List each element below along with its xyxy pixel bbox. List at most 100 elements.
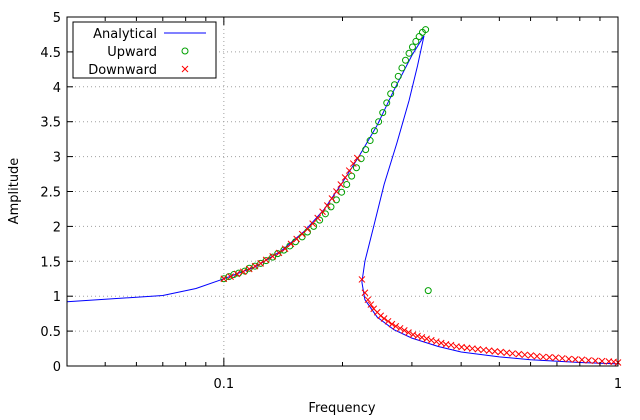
data-point (387, 90, 395, 98)
data-point (539, 353, 547, 361)
data-point (388, 320, 396, 328)
data-point (552, 354, 560, 361)
data-point (251, 262, 259, 270)
data-point (447, 341, 455, 349)
data-point (364, 296, 372, 304)
x-axis-label: Frequency (308, 401, 375, 416)
data-point (405, 329, 412, 336)
data-point (384, 317, 392, 325)
data-point (367, 301, 375, 308)
data-point (509, 350, 516, 357)
data-point (558, 354, 566, 362)
data-point (423, 335, 431, 343)
data-point (414, 332, 421, 340)
y-tick-label: 2.5 (40, 186, 61, 201)
data-point (527, 352, 535, 359)
x-axis: 0.1 1 (104, 17, 622, 392)
data-point (353, 154, 361, 162)
data-point (349, 160, 357, 167)
data-point (257, 260, 265, 267)
data-point (480, 346, 487, 354)
legend-label: Downward (88, 63, 157, 78)
data-point (304, 225, 311, 233)
data-point (408, 43, 416, 51)
data-point (333, 188, 340, 195)
data-point (474, 345, 482, 353)
data-point (585, 357, 592, 364)
data-point (345, 167, 353, 174)
legend: Analytical Upward Downward (72, 21, 217, 79)
data-point (409, 331, 417, 338)
data-point (274, 250, 282, 258)
legend-box (72, 21, 217, 79)
data-point (316, 216, 324, 224)
data-point (275, 249, 283, 257)
data-point (298, 230, 306, 238)
data-point (227, 273, 234, 281)
data-point (269, 253, 277, 260)
data-point (220, 275, 228, 283)
data-point (379, 109, 387, 117)
data-point (398, 64, 406, 72)
data-point (424, 287, 432, 295)
data-point (343, 181, 351, 189)
data-point (405, 49, 413, 57)
data-point (418, 334, 426, 341)
legend-label: Upward (107, 45, 157, 60)
y-tick-label: 3.5 (40, 116, 61, 131)
data-point (321, 210, 329, 218)
series-downward (220, 154, 622, 366)
data-point (521, 351, 529, 359)
x-tick-label: 1 (614, 377, 622, 392)
data-point (383, 99, 391, 107)
data-point (503, 349, 511, 357)
y-tick-label: 1.5 (40, 255, 61, 270)
data-point (497, 348, 505, 356)
data-point (546, 353, 553, 361)
data-point (269, 253, 277, 261)
data-point (391, 81, 399, 89)
y-tick-label: 2 (53, 220, 61, 235)
y-tick-label: 4 (53, 81, 61, 96)
data-point (578, 356, 586, 364)
plot-area (66, 26, 622, 366)
data-point (485, 347, 493, 354)
data-point (341, 174, 349, 181)
y-tick-label: 0.5 (40, 325, 61, 340)
data-point (432, 338, 440, 345)
data-point (394, 72, 402, 80)
data-point (491, 347, 499, 355)
data-point (375, 118, 383, 126)
data-point (427, 336, 435, 344)
data-point (323, 202, 331, 209)
x-tick-label: 0.1 (214, 377, 235, 392)
data-point (328, 195, 336, 202)
y-tick-label: 4.5 (40, 46, 61, 61)
data-point (337, 181, 345, 188)
data-point (293, 235, 300, 243)
data-point (338, 188, 346, 196)
y-tick-label: 1 (53, 290, 61, 305)
data-point (281, 245, 289, 253)
data-point (392, 322, 400, 330)
data-point (437, 339, 445, 347)
data-point (309, 220, 317, 227)
data-point (361, 289, 369, 297)
data-point (591, 357, 599, 365)
data-point (362, 146, 370, 154)
data-point (287, 240, 295, 248)
y-axis-label: Amplitude (7, 158, 22, 225)
data-point (358, 276, 366, 283)
data-point (396, 324, 404, 332)
data-point (245, 265, 253, 273)
y-tick-label: 3 (53, 151, 61, 166)
data-point (412, 37, 420, 45)
data-point (422, 26, 430, 34)
data-point (233, 270, 241, 278)
data-point (468, 345, 476, 352)
legend-swatch (181, 65, 189, 73)
data-point (533, 352, 541, 360)
y-tick-label: 5 (53, 11, 61, 26)
data-point (571, 356, 579, 363)
